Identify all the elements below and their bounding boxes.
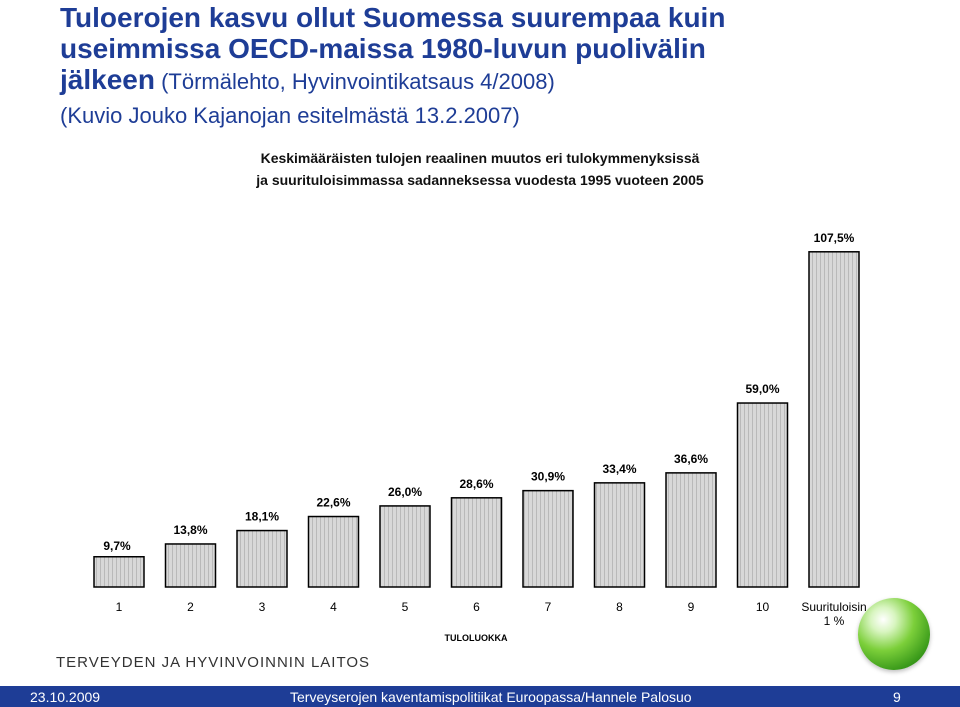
bar-11 xyxy=(808,251,860,588)
value-label-6: 28,6% xyxy=(459,477,493,491)
footer-date: 23.10.2009 xyxy=(30,689,101,705)
title-line-2: useimmissa OECD-maissa 1980-luvun puoliv… xyxy=(60,33,706,64)
tick-label-6: 6 xyxy=(473,600,480,614)
bar-7 xyxy=(522,489,574,588)
value-label-2: 13,8% xyxy=(173,523,207,537)
tick-label-1: 1 xyxy=(116,600,123,614)
organization-name: TERVEYDEN JA HYVINVOINNIN LAITOS xyxy=(56,654,371,671)
value-label-10: 59,0% xyxy=(745,382,779,396)
tick-label-9: 9 xyxy=(688,600,695,614)
title-line-4: (Kuvio Jouko Kajanojan esitelmästä 13.2.… xyxy=(60,103,520,128)
title-line-3-bold: jälkeen xyxy=(60,64,155,95)
tick-label-4: 4 xyxy=(330,600,337,614)
bar-8 xyxy=(593,482,646,588)
value-label-7: 30,9% xyxy=(531,470,565,484)
page-number: 9 xyxy=(893,689,901,705)
value-label-3: 18,1% xyxy=(245,510,279,524)
tick-label-11-line2: 1 % xyxy=(824,614,845,628)
globe-logo-icon xyxy=(858,598,930,670)
bar-9 xyxy=(665,472,717,588)
value-label-8: 33,4% xyxy=(602,462,636,476)
tick-label-11-line1: Suurituloisin xyxy=(801,600,866,614)
footer-text: Terveyserojen kaventamispolitiikat Euroo… xyxy=(290,689,692,705)
title-line-1: Tuloerojen kasvu ollut Suomessa suurempa… xyxy=(60,2,726,33)
bar-6 xyxy=(450,497,503,588)
tick-label-5: 5 xyxy=(402,600,409,614)
bar-3 xyxy=(236,529,288,588)
chart-title: Keskimääräisten tulojen reaalinen muutos… xyxy=(100,147,860,191)
bar-2 xyxy=(164,543,217,588)
x-axis-label: TULOLUOKKA xyxy=(445,633,508,643)
tick-label-10: 10 xyxy=(756,600,770,614)
bar-chart: 9,7% 13,8% 18,1% 22,6% 26,0% 28,6% 30,9% 33,4% 3… xyxy=(93,231,867,643)
bar-4 xyxy=(307,515,360,588)
slide-title: Tuloerojen kasvu ollut Suomessa suurempa… xyxy=(60,2,940,131)
value-label-1: 9,7% xyxy=(103,539,131,553)
tick-label-3: 3 xyxy=(259,600,266,614)
chart-title-line-1: Keskimääräisten tulojen reaalinen muutos… xyxy=(260,150,700,166)
bar-1 xyxy=(93,556,145,588)
bar-10 xyxy=(736,402,789,588)
value-label-11: 107,5% xyxy=(814,231,855,245)
value-label-5: 26,0% xyxy=(388,485,422,499)
footer-bar: 23.10.2009 Terveyserojen kaventamispolit… xyxy=(0,686,960,707)
tick-label-8: 8 xyxy=(616,600,623,614)
tick-label-2: 2 xyxy=(187,600,194,614)
chart-title-line-2: ja suurituloisimmassa sadanneksessa vuod… xyxy=(256,172,704,188)
tick-label-7: 7 xyxy=(545,600,552,614)
value-label-4: 22,6% xyxy=(316,496,350,510)
value-label-9: 36,6% xyxy=(674,452,708,466)
bar-5 xyxy=(379,505,431,588)
title-line-3-source: (Törmälehto, Hyvinvointikatsaus 4/2008) xyxy=(154,69,555,94)
